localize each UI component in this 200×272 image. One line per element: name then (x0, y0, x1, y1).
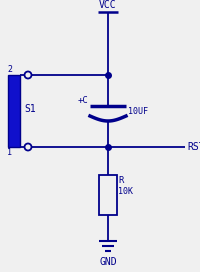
Circle shape (24, 144, 32, 150)
Text: 10K: 10K (118, 187, 133, 196)
Text: RST: RST (187, 142, 200, 152)
Bar (99, 175, 117, 215)
Text: GND: GND (99, 257, 117, 267)
Text: 10UF: 10UF (128, 107, 148, 116)
Text: 1: 1 (7, 148, 12, 157)
Text: S1: S1 (24, 104, 36, 114)
Bar (8, 75, 20, 147)
Circle shape (24, 72, 32, 79)
Text: VCC: VCC (99, 0, 117, 10)
Text: +C: +C (77, 96, 88, 105)
Text: 2: 2 (7, 65, 12, 74)
Text: R: R (118, 176, 123, 185)
